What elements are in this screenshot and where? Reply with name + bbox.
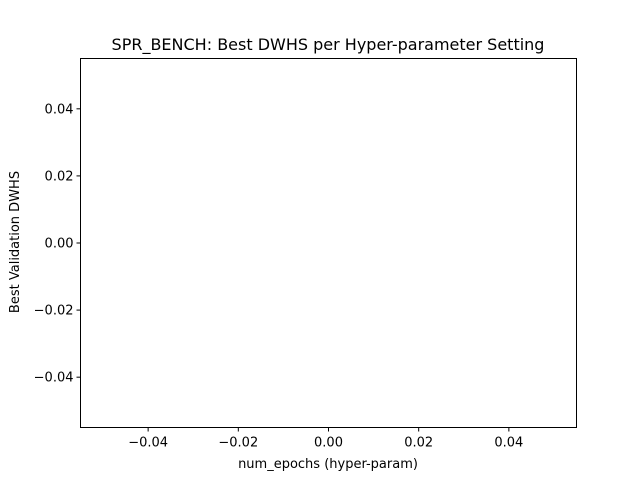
y-axis-label: Best Validation DWHS	[8, 171, 23, 313]
x-axis-label: num_epochs (hyper-param)	[238, 457, 418, 472]
y-tick-label: −0.04	[34, 371, 74, 386]
y-tick-label: 0.02	[45, 169, 74, 184]
plot-area	[80, 58, 577, 428]
x-tick-label: 0.00	[314, 436, 343, 451]
x-tick-label: 0.04	[494, 436, 523, 451]
y-tick-label: 0.04	[45, 102, 74, 117]
plot-frame	[80, 58, 577, 428]
y-tick-label: −0.02	[34, 304, 74, 319]
y-axis: −0.04 −0.02 0.00 0.02 0.04	[34, 102, 81, 386]
x-tick-label: −0.02	[218, 436, 258, 451]
y-tick-label: 0.00	[45, 237, 74, 252]
x-tick-label: −0.04	[128, 436, 168, 451]
x-tick-label: 0.02	[404, 436, 433, 451]
chart-title: SPR_BENCH: Best DWHS per Hyper-parameter…	[112, 35, 545, 55]
x-axis: −0.04 −0.02 0.00 0.02 0.04	[128, 427, 523, 451]
